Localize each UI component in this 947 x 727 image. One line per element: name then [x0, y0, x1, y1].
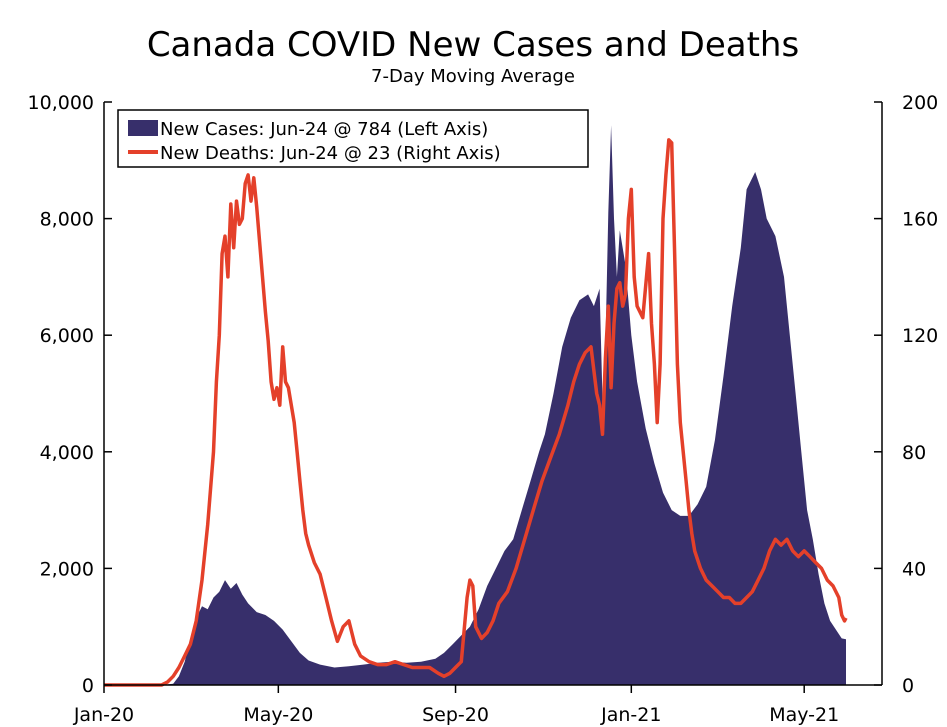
x-axis: Jan-20 May-20 Sep-20 Jan-21 May-21 — [73, 685, 839, 726]
right-tick-label: 80 — [902, 442, 926, 464]
x-tick-label: Jan-21 — [600, 704, 661, 726]
left-tick-label: 0 — [82, 675, 94, 697]
left-tick-label: 10,000 — [28, 92, 94, 114]
right-tick-label: 0 — [902, 675, 914, 697]
x-tick-label: May-21 — [769, 704, 839, 726]
legend-box — [117, 109, 589, 168]
right-tick-label: 200 — [902, 92, 938, 114]
new-cases-area — [104, 125, 846, 686]
right-tick-label: 160 — [902, 209, 938, 231]
right-tick-label: 40 — [902, 558, 926, 580]
x-tick-label: May-20 — [243, 704, 313, 726]
plot-frame — [103, 102, 883, 686]
legend: New Cases: Jun-24 @ 784 (Left Axis) New … — [117, 109, 589, 168]
legend-deaths-label: New Deaths: Jun-24 @ 23 (Right Axis) — [160, 143, 501, 164]
legend-cases-label: New Cases: Jun-24 @ 784 (Left Axis) — [160, 119, 488, 140]
x-tick-label: Jan-20 — [73, 704, 134, 726]
right-tick-label: 120 — [902, 325, 938, 347]
left-axis: 0 2,000 4,000 6,000 8,000 10,000 — [28, 92, 112, 697]
new-deaths-line — [104, 138, 848, 687]
legend-cases-swatch — [128, 120, 158, 136]
left-tick-label: 2,000 — [40, 558, 94, 580]
plot-area — [104, 125, 848, 687]
left-tick-label: 8,000 — [40, 209, 94, 231]
right-axis: 0 40 80 120 160 200 — [874, 92, 938, 697]
chart-subtitle: 7-Day Moving Average — [371, 66, 575, 87]
x-tick-label: Sep-20 — [422, 704, 489, 726]
chart-title: Canada COVID New Cases and Deaths — [147, 25, 799, 65]
left-tick-label: 4,000 — [40, 442, 94, 464]
left-tick-label: 6,000 — [40, 325, 94, 347]
